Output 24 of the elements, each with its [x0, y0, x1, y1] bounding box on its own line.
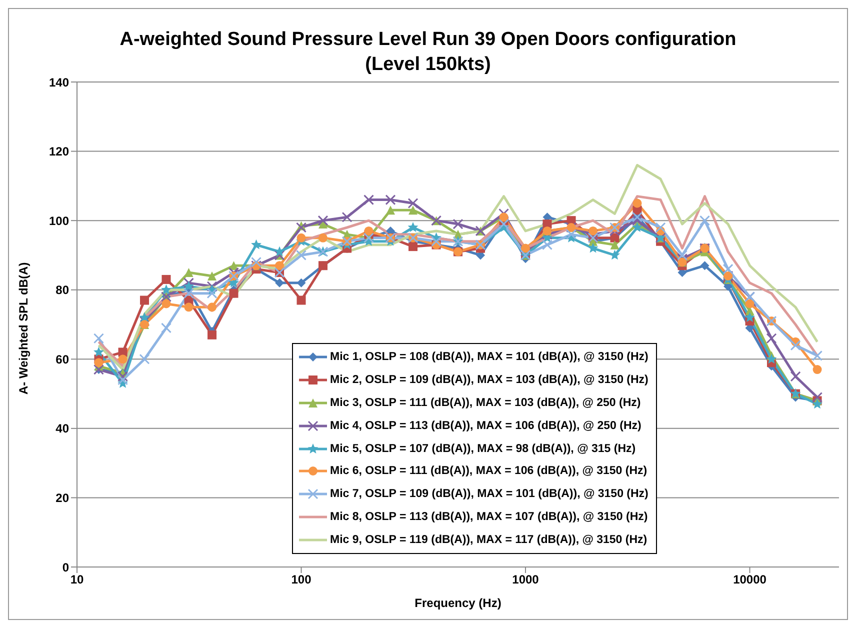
y-tick-label: 140: [48, 75, 70, 90]
x-tick-label: 10000: [733, 572, 767, 587]
x-axis-title: Frequency (Hz): [414, 596, 502, 610]
legend-label: Mic 7, OSLP = 109 (dB(A)), MAX = 101 (dB(A)), @ 3150 (Hz): [330, 488, 648, 500]
legend-label: Mic 4, OSLP = 113 (dB(A)), MAX = 106 (dB(A)), @ 250 (Hz): [330, 420, 642, 432]
y-tick-label: 60: [56, 352, 70, 366]
legend-label: Mic 8, OSLP = 113 (dB(A)), MAX = 107 (dB(A)), @ 3150 (Hz): [330, 510, 648, 523]
legend-label: Mic 2, OSLP = 109 (dB(A)), MAX = 103 (dB(A)), @ 3150 (Hz): [330, 374, 648, 386]
y-tick-label: 40: [56, 422, 70, 436]
y-tick-label: 0: [62, 560, 70, 574]
legend-label: Mic 5, OSLP = 107 (dB(A)), MAX = 98 (dB(A)), @ 315 (Hz): [330, 442, 636, 455]
legend-label: Mic 6, OSLP = 111 (dB(A)), MAX = 106 (dB(A)), @ 3150 (Hz): [330, 465, 648, 478]
x-tick-label: 100: [291, 572, 312, 587]
y-tick-label: 100: [48, 214, 70, 228]
legend-label: Mic 3, OSLP = 111 (dB(A)), MAX = 103 (dB(A)), @ 250 (Hz): [330, 396, 641, 409]
y-axis-title: A- Weighted SPL dB(A): [16, 262, 30, 394]
y-tick-label: 80: [56, 283, 70, 298]
y-tick-label: 20: [56, 490, 70, 505]
x-tick-label: 1000: [512, 572, 540, 587]
legend-label: Mic 9, OSLP = 119 (dB(A)), MAX = 117 (dB(A)), @ 3150 (Hz): [330, 534, 648, 546]
chart-title: A-weighted Sound Pressure Level Run 39 Open Doors configuration (Level 150kts): [118, 28, 738, 77]
x-tick-label: 10: [70, 572, 84, 587]
y-tick-label: 120: [48, 144, 70, 159]
legend-label: Mic 1, OSLP = 108 (dB(A)), MAX = 101 (dB(A)), @ 3150 (Hz): [330, 351, 648, 364]
